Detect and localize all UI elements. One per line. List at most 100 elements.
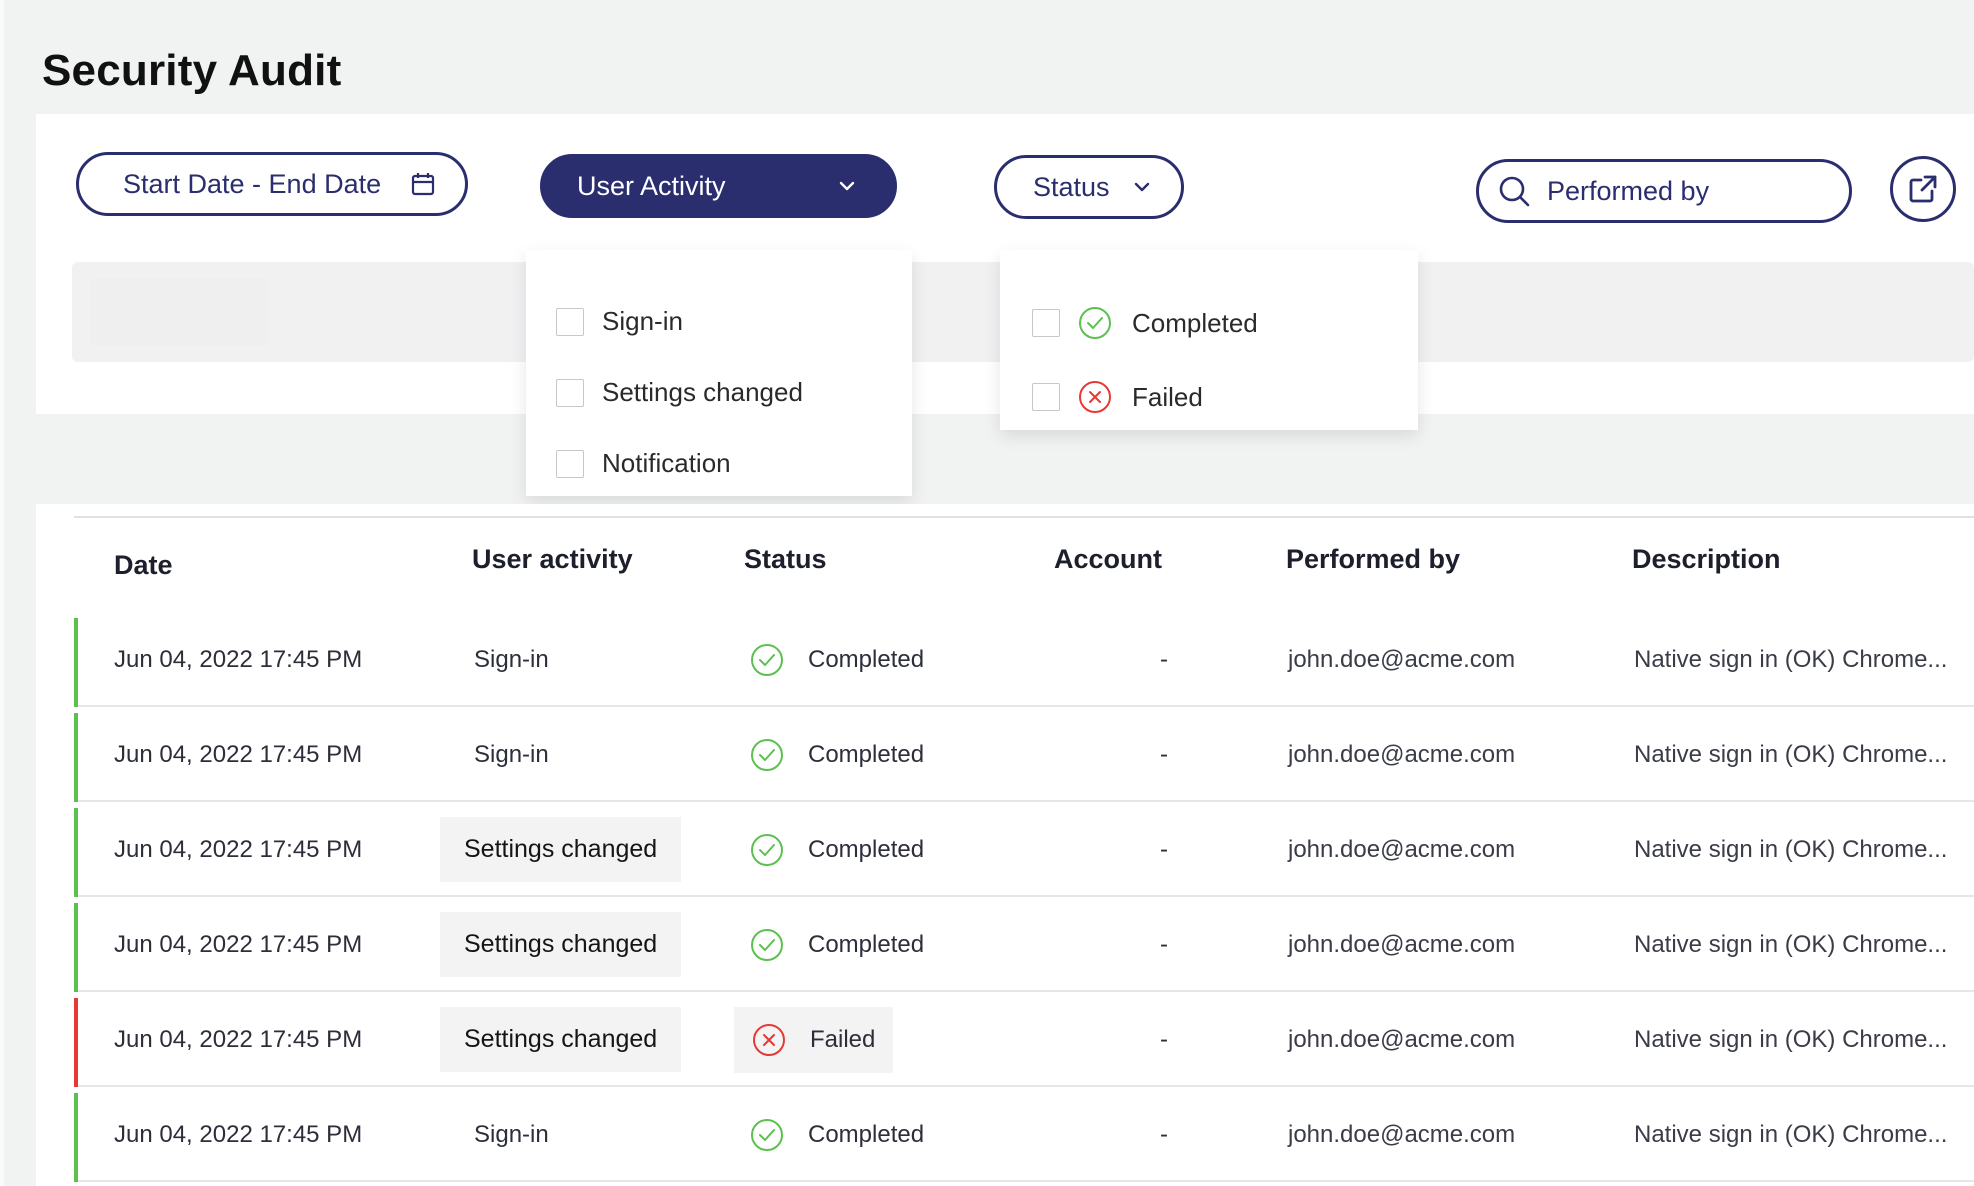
cell-date: Jun 04, 2022 17:45 PM	[114, 930, 363, 958]
user-activity-menu: Sign-in Settings changed Notification	[526, 250, 912, 496]
cell-user-activity: Sign-in	[474, 1087, 549, 1182]
cell-description: Native sign in (OK) Chrome...	[1634, 645, 1948, 673]
status-indicator-bar	[74, 618, 78, 707]
column-header-account[interactable]: Account	[1054, 544, 1162, 574]
cell-status: Completed	[750, 612, 924, 707]
activity-option-sign-in[interactable]: Sign-in	[526, 286, 912, 357]
status-chip: Failed	[734, 1006, 894, 1073]
status-option-failed[interactable]: Failed	[1000, 360, 1418, 434]
cell-account: -	[1160, 835, 1168, 863]
option-label: Notification	[602, 448, 731, 478]
cell-performed-by: john.doe@acme.com	[1288, 645, 1516, 673]
option-label: Settings changed	[602, 377, 803, 407]
cell-account: -	[1160, 930, 1168, 958]
export-icon	[1905, 171, 1941, 207]
cell-status: Completed	[750, 897, 924, 992]
column-header-date[interactable]: Date	[114, 550, 173, 580]
cell-user-activity: Settings changed	[440, 897, 682, 992]
x-circle-icon	[752, 1023, 786, 1057]
column-header-status[interactable]: Status	[744, 544, 827, 574]
performed-by-search[interactable]: Performed by	[1476, 159, 1852, 223]
cell-date: Jun 04, 2022 17:45 PM	[114, 1120, 363, 1148]
column-header-description[interactable]: Description	[1632, 544, 1781, 574]
check-circle-icon	[750, 738, 784, 772]
cell-performed-by: john.doe@acme.com	[1288, 1025, 1516, 1053]
activity-text: Sign-in	[474, 645, 549, 673]
calendar-icon	[409, 170, 437, 198]
cell-description: Native sign in (OK) Chrome...	[1634, 740, 1948, 768]
check-circle-icon	[750, 928, 784, 962]
status-text: Completed	[808, 930, 925, 958]
cell-performed-by: john.doe@acme.com	[1288, 1120, 1516, 1148]
cell-date: Jun 04, 2022 17:45 PM	[114, 645, 363, 673]
search-placeholder: Performed by	[1547, 175, 1710, 206]
date-range-label: Start Date - End Date	[123, 168, 382, 199]
cell-status: Failed	[734, 992, 894, 1087]
table-row[interactable]: Jun 04, 2022 17:45 PM Sign-in Completed - jo…	[74, 1087, 1974, 1182]
cell-performed-by: john.doe@acme.com	[1288, 740, 1516, 768]
status-dropdown[interactable]: Status	[994, 155, 1184, 219]
checkbox[interactable]	[556, 378, 584, 407]
checkbox[interactable]	[556, 307, 584, 336]
page-edge	[0, 0, 4, 1186]
check-circle-icon	[750, 643, 784, 677]
check-circle-icon	[1078, 306, 1112, 340]
table-row[interactable]: Jun 04, 2022 17:45 PM Sign-in Completed - jo…	[74, 707, 1974, 802]
cell-performed-by: john.doe@acme.com	[1288, 835, 1516, 863]
cell-account: -	[1160, 1025, 1168, 1053]
activity-option-notification[interactable]: Notification	[526, 428, 912, 499]
chevron-down-icon	[1131, 176, 1153, 198]
status-indicator-bar	[74, 998, 78, 1087]
activity-option-settings-changed[interactable]: Settings changed	[526, 357, 912, 428]
export-button[interactable]	[1890, 156, 1956, 222]
chevron-down-icon	[836, 175, 858, 197]
column-header-user-activity[interactable]: User activity	[472, 544, 633, 574]
cell-date: Jun 04, 2022 17:45 PM	[114, 740, 363, 768]
status-text: Completed	[808, 835, 925, 863]
user-activity-dropdown[interactable]: User Activity	[540, 154, 897, 218]
filter-chip-placeholder	[90, 278, 268, 346]
cell-date: Jun 04, 2022 17:45 PM	[114, 835, 363, 863]
option-label: Sign-in	[602, 306, 683, 336]
page-title: Security Audit	[42, 46, 342, 95]
cell-account: -	[1160, 645, 1168, 673]
check-circle-icon	[750, 1118, 784, 1152]
checkbox[interactable]	[556, 449, 584, 478]
cell-account: -	[1160, 740, 1168, 768]
status-indicator-bar	[74, 903, 78, 992]
status-text: Completed	[808, 645, 925, 673]
check-circle-icon	[750, 833, 784, 867]
status-option-completed[interactable]: Completed	[1000, 286, 1418, 360]
cell-performed-by: john.doe@acme.com	[1288, 930, 1516, 958]
checkbox[interactable]	[1032, 309, 1060, 337]
table-row[interactable]: Jun 04, 2022 17:45 PM Sign-in Completed - jo…	[74, 612, 1974, 707]
cell-description: Native sign in (OK) Chrome...	[1634, 835, 1948, 863]
activity-chip: Settings changed	[440, 912, 682, 977]
cell-user-activity: Sign-in	[474, 707, 549, 802]
date-range-button[interactable]: Start Date - End Date	[76, 152, 468, 216]
checkbox[interactable]	[1032, 383, 1060, 411]
table-row[interactable]: Jun 04, 2022 17:45 PM Settings changed Fai…	[74, 992, 1974, 1087]
x-circle-icon	[1078, 380, 1112, 414]
cell-description: Native sign in (OK) Chrome...	[1634, 930, 1948, 958]
cell-description: Native sign in (OK) Chrome...	[1634, 1120, 1948, 1148]
status-text: Completed	[808, 1120, 925, 1148]
cell-user-activity: Settings changed	[440, 992, 682, 1087]
table-divider	[74, 516, 1974, 518]
table-row[interactable]: Jun 04, 2022 17:45 PM Settings changed Com…	[74, 897, 1974, 992]
cell-status: Completed	[750, 1087, 924, 1182]
option-label: Failed	[1132, 381, 1203, 412]
cell-user-activity: Sign-in	[474, 612, 549, 707]
status-indicator-bar	[74, 713, 78, 802]
column-header-performed-by[interactable]: Performed by	[1286, 544, 1461, 574]
cell-status: Completed	[750, 802, 924, 897]
table-row[interactable]: Jun 04, 2022 17:45 PM Settings changed Com…	[74, 802, 1974, 897]
search-icon	[1497, 174, 1531, 208]
user-activity-label: User Activity	[577, 170, 726, 201]
status-menu: Completed Failed	[1000, 250, 1418, 430]
activity-chip: Settings changed	[440, 817, 682, 882]
option-label: Completed	[1132, 307, 1258, 338]
status-label: Status	[1033, 171, 1110, 202]
cell-status: Completed	[750, 707, 924, 802]
status-indicator-bar	[74, 808, 78, 897]
